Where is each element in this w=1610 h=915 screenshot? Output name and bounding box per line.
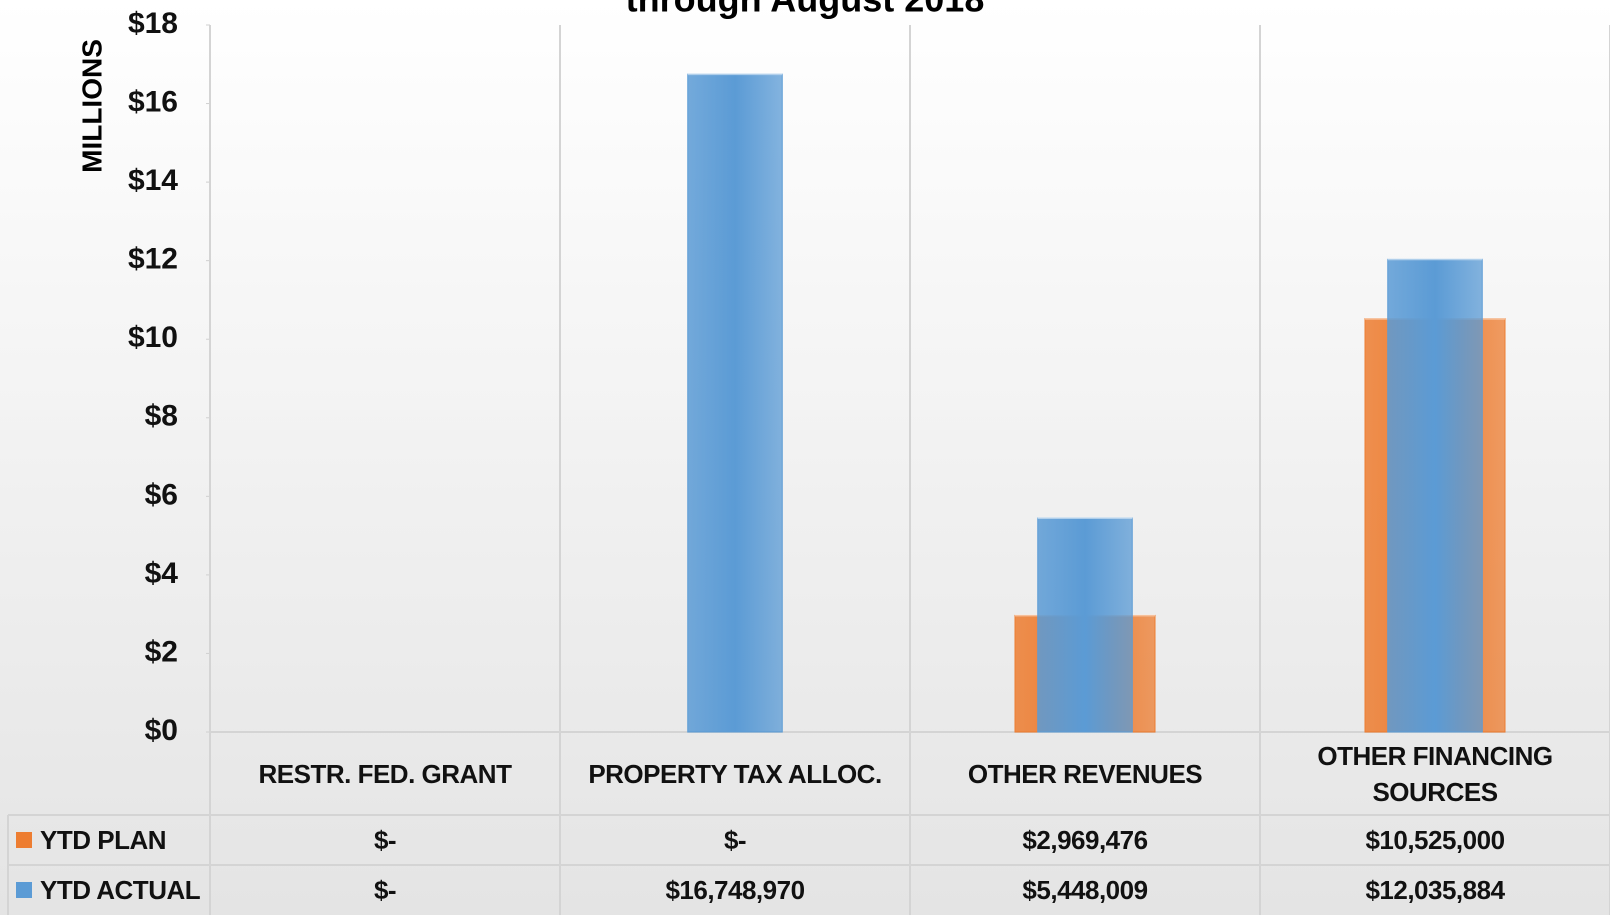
chart-title: through August 2018 bbox=[626, 0, 985, 20]
table-value: $- bbox=[373, 824, 397, 855]
y-tick-label: $10 bbox=[128, 321, 178, 354]
x-tick-label: RESTR. FED. GRANT bbox=[258, 758, 512, 789]
legend-label: YTD ACTUAL bbox=[40, 874, 201, 905]
table-value: $- bbox=[723, 824, 747, 855]
table-value: $10,525,000 bbox=[1365, 824, 1505, 855]
x-tick-label: PROPERTY TAX ALLOC. bbox=[588, 758, 882, 789]
table-value: $16,748,970 bbox=[665, 874, 805, 905]
table-value: $2,969,476 bbox=[1022, 824, 1148, 855]
table-value: $5,448,009 bbox=[1022, 874, 1148, 905]
y-tick-label: $0 bbox=[145, 714, 178, 747]
y-tick-label: $16 bbox=[128, 85, 178, 118]
y-tick-label: $12 bbox=[128, 243, 178, 276]
bar bbox=[687, 73, 783, 733]
bar bbox=[1387, 258, 1483, 733]
y-tick-label: $4 bbox=[145, 557, 179, 590]
table-value: $- bbox=[373, 874, 397, 905]
bar bbox=[1037, 517, 1133, 733]
y-tick-label: $18 bbox=[128, 7, 178, 40]
table-value: $12,035,884 bbox=[1365, 874, 1505, 905]
y-axis-label: MILLIONS bbox=[76, 39, 107, 173]
y-tick-label: $14 bbox=[128, 164, 178, 197]
y-tick-label: $6 bbox=[145, 478, 178, 511]
legend-label: YTD PLAN bbox=[40, 824, 167, 855]
legend-key bbox=[16, 882, 32, 898]
y-tick-label: $2 bbox=[145, 635, 178, 668]
x-tick-label: OTHER REVENUES bbox=[967, 758, 1203, 789]
y-tick-label: $8 bbox=[145, 400, 178, 433]
legend-key bbox=[16, 832, 32, 848]
x-tick-label: OTHER FINANCING SOURCES bbox=[1317, 740, 1553, 807]
